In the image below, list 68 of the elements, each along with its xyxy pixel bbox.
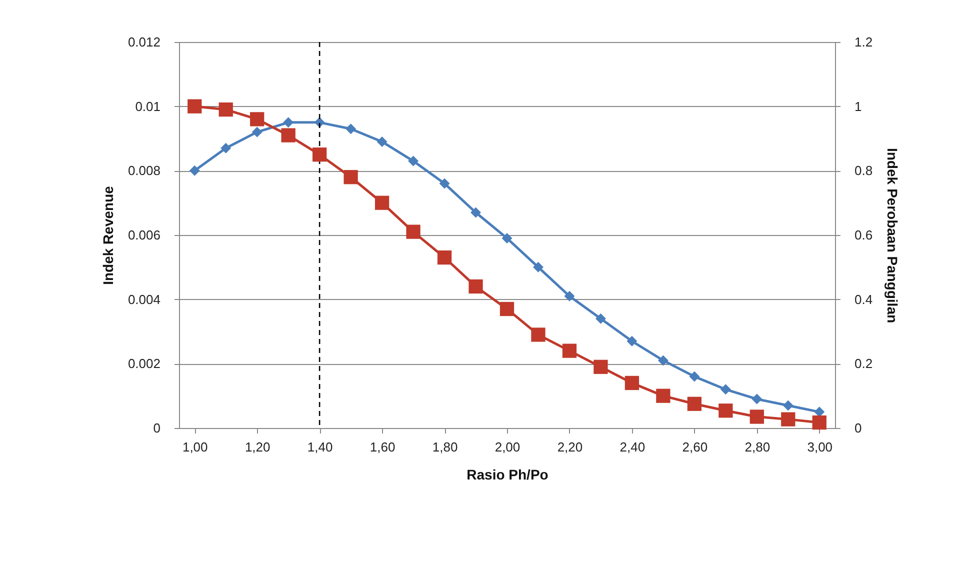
point bbox=[283, 117, 294, 128]
x-tick-label: 2,20 bbox=[557, 440, 583, 454]
x-tick-label: 1,20 bbox=[244, 440, 270, 454]
point bbox=[594, 360, 608, 374]
y2-tick-label: 0.8 bbox=[854, 163, 873, 178]
x-tick-label: 1,00 bbox=[182, 440, 208, 454]
y2-axis-title: Indek Perobaan Panggilan bbox=[884, 148, 901, 324]
point bbox=[718, 404, 733, 418]
point bbox=[344, 170, 358, 184]
y-tick-label: 0.002 bbox=[128, 356, 160, 372]
point bbox=[781, 412, 796, 426]
point bbox=[220, 142, 232, 154]
y2-tick-label: 0.2 bbox=[854, 356, 873, 372]
point bbox=[752, 394, 762, 404]
y2-tick-label: 1.2 bbox=[854, 34, 873, 50]
point bbox=[750, 410, 764, 424]
point bbox=[532, 262, 544, 272]
point bbox=[687, 396, 702, 411]
y-tick-label: 0 bbox=[153, 420, 160, 436]
point bbox=[346, 124, 356, 134]
point bbox=[720, 384, 731, 395]
point bbox=[531, 328, 546, 342]
y-tick-label: 0.004 bbox=[128, 292, 160, 307]
y2-tick-label: 0.6 bbox=[854, 228, 873, 242]
y-tick-label: 0.006 bbox=[128, 228, 160, 242]
point bbox=[439, 178, 450, 189]
point bbox=[250, 112, 264, 126]
x-tick-label: 1,40 bbox=[307, 440, 333, 454]
point bbox=[189, 165, 200, 176]
point bbox=[281, 128, 296, 142]
point bbox=[500, 302, 514, 316]
y-tick-label: 0.01 bbox=[135, 98, 160, 114]
point bbox=[656, 388, 670, 403]
point bbox=[595, 313, 606, 324]
x-tick-label: 3,00 bbox=[807, 440, 833, 454]
x-tick-label: 2,00 bbox=[494, 440, 520, 454]
point bbox=[408, 156, 419, 166]
point bbox=[782, 400, 794, 411]
point bbox=[812, 415, 826, 430]
point bbox=[312, 148, 327, 162]
y2-tick-label: 1 bbox=[854, 98, 862, 114]
point bbox=[502, 232, 512, 244]
y2-tick-label: 0.4 bbox=[854, 292, 873, 307]
x-tick-label: 2,80 bbox=[744, 440, 770, 454]
y-axis-title: Indek Revenue bbox=[100, 186, 116, 285]
point bbox=[470, 207, 482, 218]
x-tick-label: 2,40 bbox=[620, 440, 646, 454]
x-axis-title: Rasio Ph/Po bbox=[466, 466, 548, 482]
y2-tick-label: 0 bbox=[854, 420, 862, 436]
point bbox=[252, 126, 262, 138]
y-tick-label: 0.008 bbox=[128, 163, 160, 178]
point bbox=[624, 376, 640, 390]
point bbox=[406, 224, 420, 239]
y-tick-label: 0.012 bbox=[128, 34, 160, 50]
point bbox=[564, 290, 575, 302]
point bbox=[374, 196, 390, 210]
point bbox=[689, 371, 700, 382]
point bbox=[437, 250, 452, 265]
x-tick-label: 1,80 bbox=[432, 440, 458, 454]
point bbox=[188, 99, 202, 114]
x-tick-label: 2,60 bbox=[682, 440, 708, 454]
point bbox=[626, 336, 638, 346]
point bbox=[218, 102, 233, 117]
point bbox=[376, 136, 388, 147]
point bbox=[468, 279, 483, 294]
x-tick-label: 1,60 bbox=[370, 440, 396, 454]
point bbox=[562, 344, 577, 358]
point bbox=[658, 355, 668, 366]
